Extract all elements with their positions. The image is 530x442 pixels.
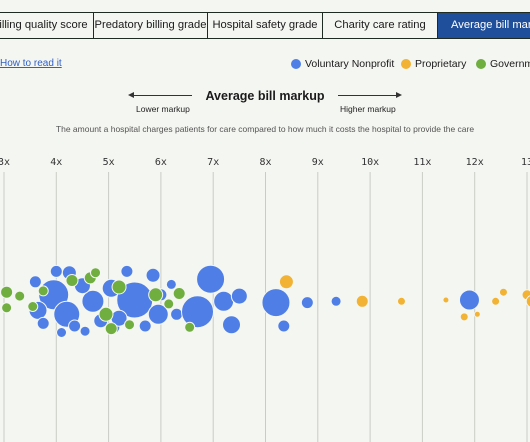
tab-predatory-billing-grade[interactable]: Predatory billing grade (94, 13, 208, 38)
chart-subtitle: The amount a hospital charges patients f… (55, 124, 475, 134)
x-tick-label: 7x (207, 157, 219, 168)
hospital-bubble[interactable] (525, 295, 530, 308)
hospital-bubble[interactable] (65, 274, 79, 287)
legend-label: Voluntary Nonprofit (305, 58, 395, 70)
x-tick-label: 12x (466, 157, 484, 168)
hospital-bubble[interactable] (396, 296, 406, 306)
legend-label: Proprietary (415, 58, 467, 70)
hospital-bubble[interactable] (68, 319, 82, 333)
hospital-bubble[interactable] (278, 274, 294, 290)
hospital-bubble[interactable] (147, 303, 169, 325)
legend-swatch-proprietary (401, 59, 411, 69)
hospital-bubble[interactable] (14, 290, 26, 302)
hospital-bubble[interactable] (0, 285, 14, 299)
higher-markup-label: Higher markup (340, 104, 396, 114)
legend-swatch-government (476, 59, 486, 69)
hospital-bubble[interactable] (277, 319, 291, 333)
hospital-bubble[interactable] (148, 287, 164, 303)
hospital-bubble[interactable] (138, 319, 152, 333)
hospital-bubble[interactable] (459, 312, 469, 322)
hospital-bubble[interactable] (172, 287, 186, 300)
hospital-bubble[interactable] (104, 322, 118, 336)
hospital-bubble[interactable] (111, 279, 127, 295)
hospital-bubble[interactable] (90, 267, 102, 279)
x-tick-label: 13 (521, 157, 530, 168)
legend-label: Government (490, 58, 530, 70)
hospital-bubble[interactable] (181, 295, 215, 329)
hospital-bubble[interactable] (163, 298, 175, 310)
hospital-bubble[interactable] (473, 310, 481, 318)
hospital-bubble[interactable] (27, 301, 39, 312)
arrow-left-icon (128, 92, 134, 98)
hospital-bubble[interactable] (1, 302, 13, 314)
tab-average-bill-markup[interactable]: Average bill markup (438, 13, 530, 38)
arrow-left-line (130, 95, 192, 96)
lower-markup-label: Lower markup (136, 104, 190, 114)
hospital-bubble[interactable] (458, 289, 480, 311)
hospital-bubble[interactable] (145, 267, 161, 283)
x-tick-label: 6x (155, 157, 167, 168)
arrow-right-icon (396, 92, 402, 98)
hospital-bubble[interactable] (120, 264, 134, 278)
hospital-bubble[interactable] (184, 321, 196, 333)
hospital-bubble[interactable] (222, 315, 242, 335)
hospital-bubble[interactable] (81, 289, 105, 313)
x-tick-label: 9x (312, 157, 324, 168)
hospital-bubble[interactable] (79, 325, 91, 337)
x-tick-label: 5x (103, 157, 115, 168)
hospital-bubble[interactable] (355, 294, 369, 308)
hospital-bubble[interactable] (49, 264, 63, 278)
tab-hospital-safety-grade[interactable]: Hospital safety grade (208, 13, 323, 38)
hospital-bubble[interactable] (124, 319, 136, 331)
tab-charity-care-rating[interactable]: Charity care rating (323, 13, 438, 38)
hospital-bubble[interactable] (37, 285, 49, 297)
metric-tabs: illing quality score Predatory billing g… (0, 12, 530, 39)
x-tick-label: 8x (259, 157, 271, 168)
hospital-bubble[interactable] (98, 306, 114, 322)
hospital-bubble[interactable] (491, 296, 501, 306)
x-tick-label: 11x (413, 157, 431, 168)
chart-title: Average bill markup (205, 89, 325, 103)
hospital-bubble[interactable] (330, 295, 342, 307)
hospital-bubble[interactable] (28, 275, 42, 289)
hospital-bubble[interactable] (165, 278, 177, 290)
x-tick-label: 4x (50, 157, 62, 168)
how-to-read-link[interactable]: How to read it (0, 58, 62, 69)
hospital-bubble[interactable] (56, 327, 68, 338)
hospital-bubble[interactable] (230, 287, 248, 305)
hospital-bubble[interactable] (261, 288, 291, 318)
hospital-bubble[interactable] (498, 287, 508, 297)
x-tick-label: 3x (0, 157, 10, 168)
tab-billing-quality-score[interactable]: illing quality score (0, 13, 94, 38)
legend-swatch-voluntary-nonprofit (291, 59, 301, 69)
hospital-bubble[interactable] (300, 296, 314, 310)
hospital-bubble[interactable] (442, 296, 450, 304)
x-tick-label: 10x (361, 157, 379, 168)
hospital-bubble[interactable] (170, 307, 184, 321)
hospital-bubble[interactable] (196, 264, 226, 294)
hospital-bubble[interactable] (36, 316, 50, 330)
hospital-bubble[interactable] (213, 290, 235, 312)
arrow-right-line (338, 95, 400, 96)
